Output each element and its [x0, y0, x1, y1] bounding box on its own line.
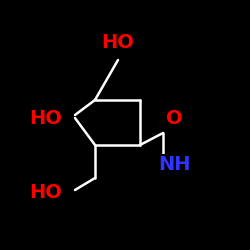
Text: HO: HO: [29, 108, 62, 128]
Text: O: O: [166, 108, 182, 128]
Text: HO: HO: [29, 182, 62, 202]
Text: HO: HO: [102, 32, 134, 52]
Text: NH: NH: [158, 156, 190, 174]
